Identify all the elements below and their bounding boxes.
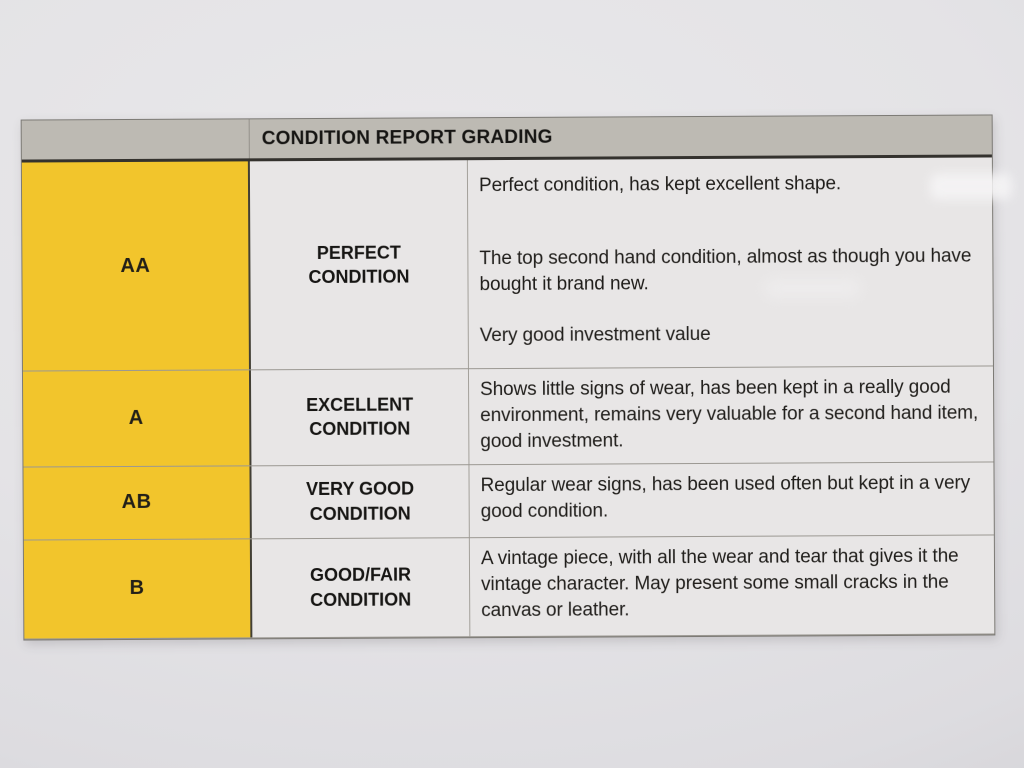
condition-label-line2: CONDITION (310, 589, 412, 610)
condition-cell: VERY GOOD CONDITION (251, 464, 470, 538)
grade-cell: A (22, 370, 252, 467)
grade-cell: AA (21, 161, 251, 371)
condition-cell: GOOD/FAIR CONDITION (251, 537, 471, 637)
table-header-spacer-cell (21, 119, 250, 160)
condition-label-line2: CONDITION (308, 266, 410, 288)
condition-label-line1: PERFECT (316, 242, 401, 263)
description-cell: Shows little signs of wear, has been kep… (469, 366, 993, 463)
table-header-row: CONDITION REPORT GRADING (21, 115, 992, 163)
condition-report-table: CONDITION REPORT GRADING AA PERFECT COND… (20, 114, 1013, 641)
condition-cell: PERFECT CONDITION (249, 160, 469, 370)
condition-label-line1: GOOD/FAIR (309, 564, 412, 586)
description-paragraph: Very good investment value (479, 323, 711, 346)
table-row: B GOOD/FAIR CONDITION A vintage piece, w… (23, 535, 995, 640)
description-paragraph: The top second hand condition, almost as… (479, 245, 972, 296)
description-paragraph: Regular wear signs, has been used often … (480, 472, 971, 523)
description-cell: Perfect condition, has kept excellent sh… (468, 157, 993, 368)
grade-cell: B (23, 538, 253, 639)
description-cell: Regular wear signs, has been used often … (469, 462, 993, 537)
condition-cell: EXCELLENT CONDITION (250, 369, 470, 466)
condition-label-line1: EXCELLENT (306, 394, 414, 416)
table-row: AB VERY GOOD CONDITION Regular wear sign… (23, 462, 994, 541)
condition-label-line1: VERY GOOD (306, 478, 415, 500)
condition-label-line2: CONDITION (309, 418, 411, 440)
table-row: AA PERFECT CONDITION Perfect condition, … (21, 157, 993, 372)
description-cell: A vintage piece, with all the wear and t… (470, 535, 995, 636)
table-row: A EXCELLENT CONDITION Shows little signs… (22, 366, 994, 468)
condition-label-line2: CONDITION (309, 503, 411, 524)
description-paragraph: A vintage piece, with all the wear and t… (480, 545, 959, 622)
table-title: CONDITION REPORT GRADING (261, 126, 553, 149)
grade-cell: AB (23, 466, 252, 540)
description-paragraph: Perfect condition, has kept excellent sh… (478, 173, 842, 197)
description-paragraph: Shows little signs of wear, has been kep… (480, 376, 979, 453)
